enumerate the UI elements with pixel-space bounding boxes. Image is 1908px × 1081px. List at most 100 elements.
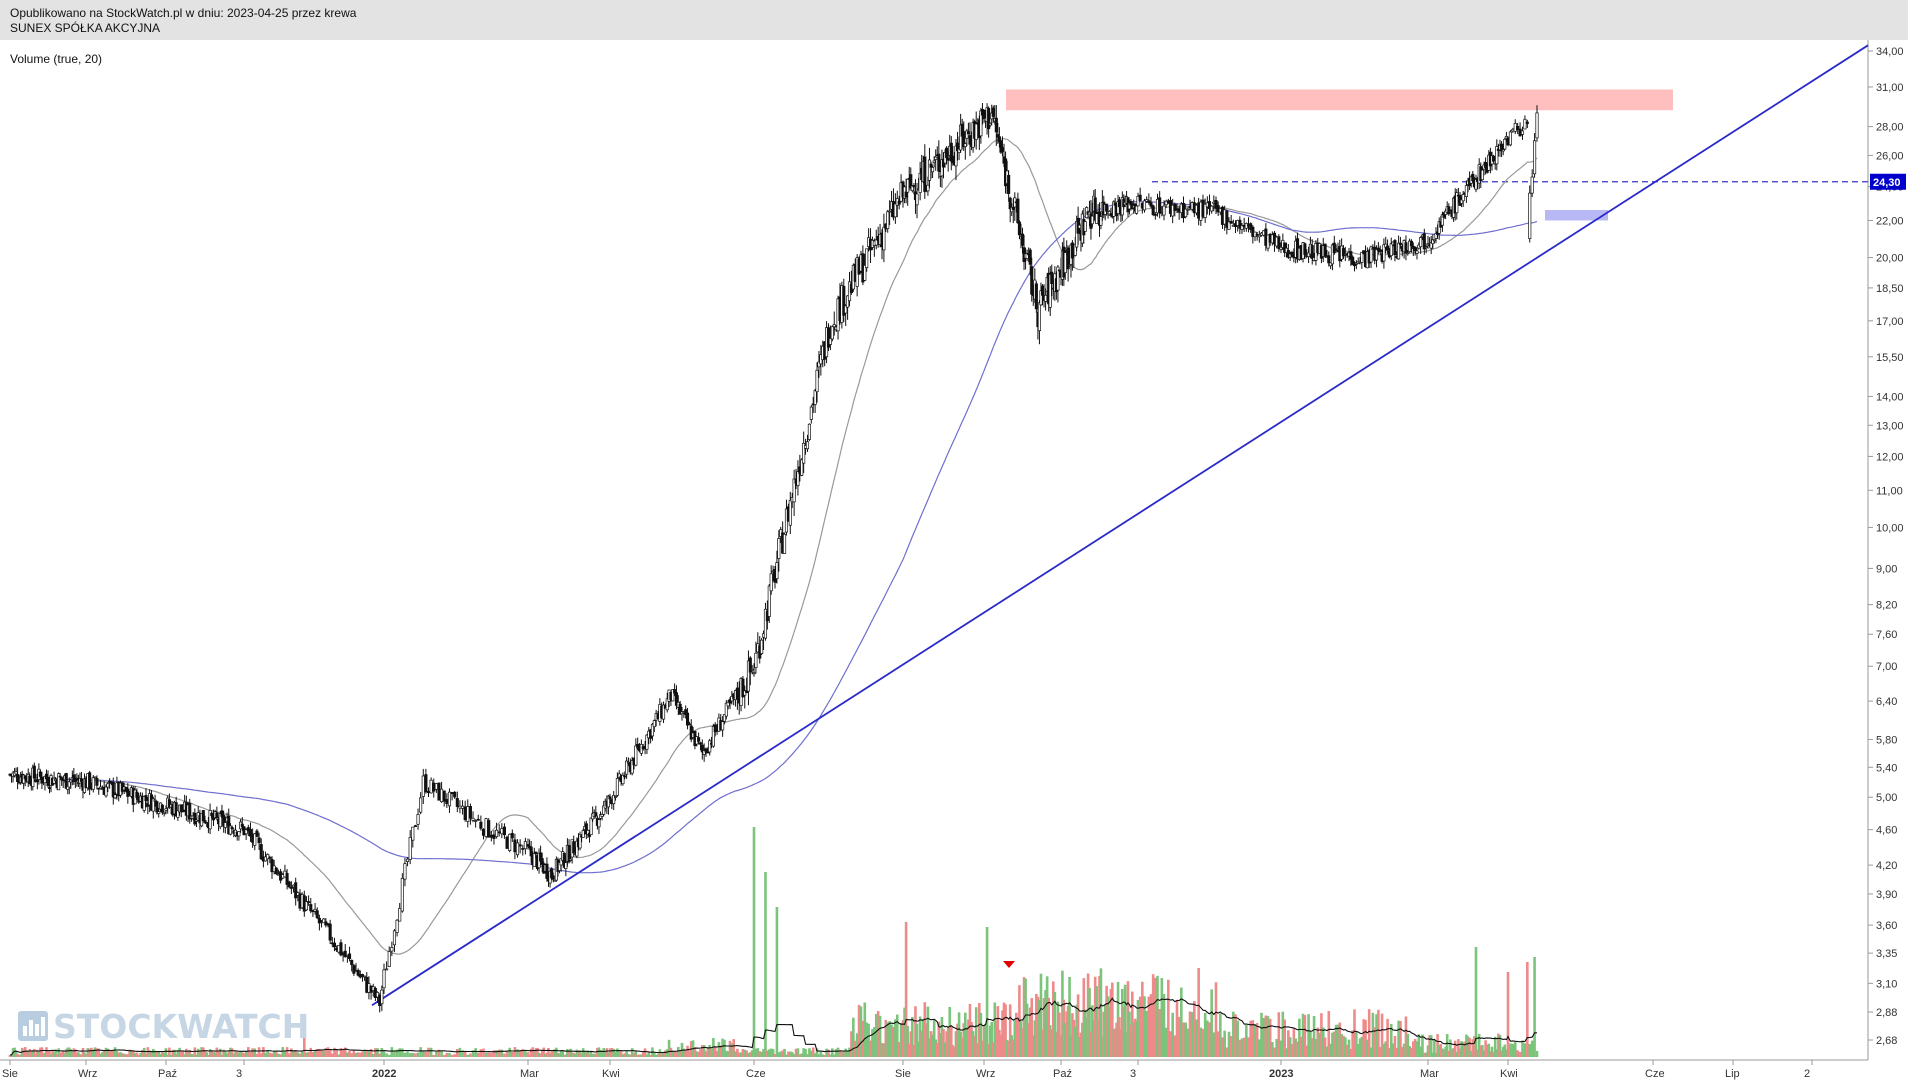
- volume-bar: [1287, 1030, 1290, 1057]
- volume-bar: [176, 1049, 180, 1057]
- volume-bar: [203, 1050, 207, 1057]
- volume-bar: [616, 1048, 619, 1057]
- volume-bar: [949, 1025, 953, 1057]
- candle-body: [1334, 250, 1338, 253]
- volume-bar: [967, 1019, 970, 1057]
- volume-bar: [292, 1050, 295, 1057]
- volume-bar: [1052, 981, 1055, 1057]
- volume-bar: [1292, 1028, 1296, 1057]
- volume-bar: [95, 1048, 99, 1057]
- volume-bar: [1332, 1031, 1336, 1057]
- volume-bar: [739, 1052, 743, 1057]
- candle-body: [1525, 121, 1529, 124]
- volume-bar: [627, 1054, 630, 1057]
- volume-bar: [1025, 1003, 1029, 1057]
- volume-bar: [232, 1053, 236, 1057]
- volume-bar: [981, 1040, 984, 1057]
- candle-body: [612, 795, 616, 805]
- volume-bar: [341, 1048, 345, 1057]
- volume-bar: [1035, 993, 1038, 1057]
- candle-body: [95, 778, 99, 786]
- volume-bar: [982, 1025, 986, 1057]
- candle-body: [476, 818, 480, 821]
- volume-bar: [322, 1050, 325, 1057]
- candle-body: [350, 959, 354, 965]
- volume-bar: [1397, 1020, 1400, 1057]
- candle-body: [645, 734, 649, 750]
- volume-bar: [253, 1048, 257, 1057]
- volume-bar: [1113, 1028, 1117, 1057]
- volume-bar: [777, 1052, 781, 1057]
- volume-bar: [798, 1054, 802, 1057]
- candle-body: [471, 817, 475, 821]
- volume-bar: [1426, 1045, 1430, 1057]
- volume-bar: [1255, 1023, 1259, 1057]
- volume-bar: [225, 1053, 229, 1057]
- volume-bar: [588, 1053, 591, 1057]
- volume-bar: [1082, 978, 1086, 1057]
- candle-body: [352, 965, 356, 974]
- y-tick-label: 4,60: [1876, 825, 1897, 837]
- volume-bar: [732, 1039, 735, 1057]
- candle-body: [708, 740, 712, 753]
- volume-bar: [1530, 1040, 1534, 1057]
- volume-bar: [1492, 1051, 1495, 1057]
- volume-bar: [1162, 994, 1166, 1057]
- candle-body: [497, 831, 501, 834]
- candle-body: [1056, 266, 1060, 291]
- volume-bar: [1406, 1033, 1410, 1057]
- volume-bar: [1533, 957, 1536, 1057]
- volume-bar: [540, 1050, 544, 1057]
- candle-body: [1533, 140, 1537, 175]
- volume-bar: [1391, 1043, 1395, 1057]
- volume-bar: [78, 1054, 82, 1057]
- volume-bar: [775, 907, 779, 1057]
- candle-body: [1516, 125, 1520, 130]
- x-tick-label: Mar: [1420, 1068, 1439, 1080]
- volume-bar: [852, 1017, 855, 1057]
- volume-bar: [90, 1047, 93, 1057]
- candle-body: [268, 857, 272, 859]
- last-price-label-box: [1870, 173, 1906, 190]
- volume-bar: [1318, 1032, 1321, 1057]
- candle-body: [162, 811, 166, 814]
- candle-body: [923, 156, 927, 192]
- volume-bar: [1389, 1023, 1393, 1057]
- volume-bar: [1493, 1036, 1497, 1057]
- volume-bar: [378, 1053, 381, 1057]
- volume-bar: [1184, 1022, 1187, 1057]
- volume-bar: [762, 1048, 765, 1057]
- volume-bar: [162, 1052, 166, 1057]
- volume-bar: [968, 1004, 972, 1057]
- volume-bar: [1501, 1046, 1505, 1057]
- volume-bar: [529, 1048, 533, 1057]
- volume-bar: [1177, 1016, 1181, 1057]
- volume-bar: [275, 1051, 278, 1057]
- volume-bar: [1119, 1029, 1123, 1057]
- candle-body: [1351, 256, 1355, 265]
- x-tick-label: 3: [236, 1068, 242, 1080]
- volume-bar: [339, 1048, 343, 1057]
- volume-bar: [785, 1054, 788, 1057]
- candle-body: [126, 788, 130, 797]
- volume-bar: [1455, 1052, 1459, 1057]
- volume-bar: [1412, 1041, 1415, 1057]
- volume-bar: [1081, 1022, 1084, 1057]
- candle-body: [904, 191, 908, 198]
- volume-bar: [283, 1050, 287, 1057]
- candle-body: [1117, 199, 1122, 208]
- volume-bar: [367, 1050, 371, 1057]
- volume-bar: [1164, 1027, 1168, 1057]
- volume-bar: [1447, 1050, 1451, 1057]
- volume-bar: [640, 1054, 643, 1057]
- candle-body: [203, 820, 207, 824]
- candle-body: [760, 639, 764, 655]
- volume-bar: [959, 1031, 962, 1057]
- volume-bar: [1188, 1011, 1192, 1057]
- volume-bar: [1024, 978, 1027, 1057]
- volume-bar: [787, 1051, 790, 1057]
- volume-bar: [300, 1051, 304, 1057]
- volume-bar: [456, 1048, 459, 1057]
- volume-bar: [212, 1052, 215, 1057]
- volume-bar: [66, 1047, 70, 1057]
